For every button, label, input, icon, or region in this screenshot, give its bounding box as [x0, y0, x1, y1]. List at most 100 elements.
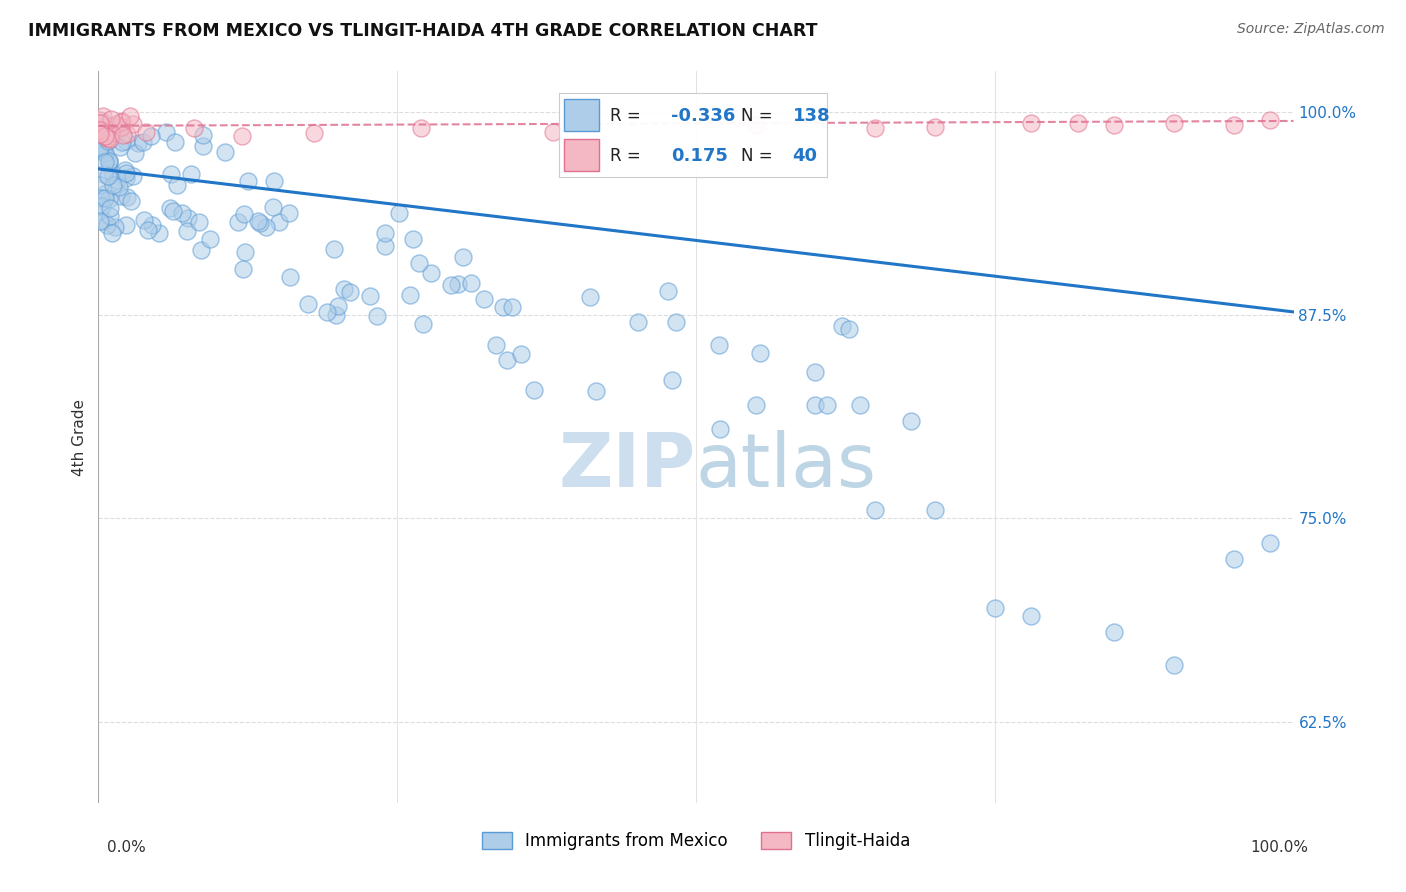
Point — [1104, 625, 1126, 640]
Point — [97, 192, 120, 206]
Point — [849, 398, 872, 412]
Point — [661, 373, 683, 387]
Point — [100, 226, 122, 240]
Point — [815, 398, 838, 412]
Point — [94, 191, 117, 205]
Point — [254, 220, 277, 235]
Point — [114, 163, 136, 178]
Point — [1019, 608, 1042, 623]
Point — [374, 226, 396, 240]
Point — [114, 165, 136, 179]
Point — [316, 305, 339, 319]
Point — [333, 282, 356, 296]
Point — [100, 126, 122, 140]
Point — [117, 128, 139, 142]
Point — [124, 146, 146, 161]
Text: ZIP: ZIP — [558, 430, 696, 503]
Point — [626, 315, 648, 329]
Point — [110, 115, 132, 129]
Point — [93, 139, 115, 153]
Point — [89, 127, 111, 141]
Point — [749, 346, 772, 360]
Point — [176, 224, 198, 238]
Point — [984, 600, 1007, 615]
Point — [98, 156, 121, 170]
Point — [657, 285, 679, 299]
Point — [115, 190, 138, 204]
Point — [134, 213, 156, 227]
Legend: Immigrants from Mexico, Tlingit-Haida: Immigrants from Mexico, Tlingit-Haida — [475, 825, 917, 856]
Point — [90, 191, 112, 205]
Y-axis label: 4th Grade: 4th Grade — [72, 399, 87, 475]
Point — [1223, 552, 1246, 566]
Point — [135, 124, 157, 138]
Point — [232, 261, 254, 276]
Point — [110, 121, 132, 136]
Point — [89, 122, 111, 136]
Point — [226, 215, 249, 229]
Point — [91, 198, 114, 212]
Point — [136, 223, 159, 237]
Point — [1104, 118, 1126, 132]
Point — [127, 136, 149, 150]
Point — [108, 180, 131, 194]
Point — [93, 213, 115, 227]
Point — [366, 309, 388, 323]
Point — [122, 118, 145, 132]
Point — [247, 213, 270, 227]
Point — [115, 134, 138, 148]
Point — [111, 120, 134, 134]
Point — [924, 503, 946, 517]
Point — [177, 211, 200, 225]
Point — [89, 141, 111, 155]
Point — [91, 144, 114, 158]
Point — [263, 174, 285, 188]
Point — [101, 165, 124, 179]
Point — [233, 207, 256, 221]
Point — [510, 346, 533, 360]
Point — [112, 128, 135, 143]
Point — [98, 154, 121, 169]
Point — [89, 139, 111, 153]
Point — [94, 128, 117, 143]
Point — [278, 270, 301, 285]
Point — [297, 296, 319, 310]
Point — [439, 278, 461, 293]
Point — [579, 290, 602, 304]
Point — [709, 422, 731, 436]
Point — [103, 120, 125, 134]
Point — [155, 125, 177, 139]
Point — [110, 120, 132, 134]
Point — [101, 126, 124, 140]
Point — [191, 139, 214, 153]
Point — [98, 209, 121, 223]
Point — [585, 384, 607, 399]
Point — [359, 289, 381, 303]
Point — [172, 205, 194, 219]
Point — [160, 167, 183, 181]
Point — [101, 178, 124, 193]
Point — [159, 201, 181, 215]
Point — [190, 243, 212, 257]
Point — [541, 124, 564, 138]
Point — [804, 365, 827, 379]
Point — [745, 118, 768, 132]
Point — [163, 135, 186, 149]
Point — [96, 130, 118, 145]
Point — [233, 245, 256, 260]
Point — [214, 145, 236, 160]
Point — [523, 383, 546, 397]
Point — [98, 132, 121, 146]
Point — [1258, 535, 1281, 549]
Point — [1163, 116, 1185, 130]
Point — [412, 317, 434, 331]
Point — [485, 338, 508, 352]
Point — [166, 178, 188, 192]
Point — [93, 168, 115, 182]
Point — [120, 194, 142, 208]
Point — [139, 128, 162, 143]
Point — [238, 174, 260, 188]
Point — [97, 169, 120, 183]
Point — [831, 318, 853, 333]
Point — [665, 315, 688, 329]
